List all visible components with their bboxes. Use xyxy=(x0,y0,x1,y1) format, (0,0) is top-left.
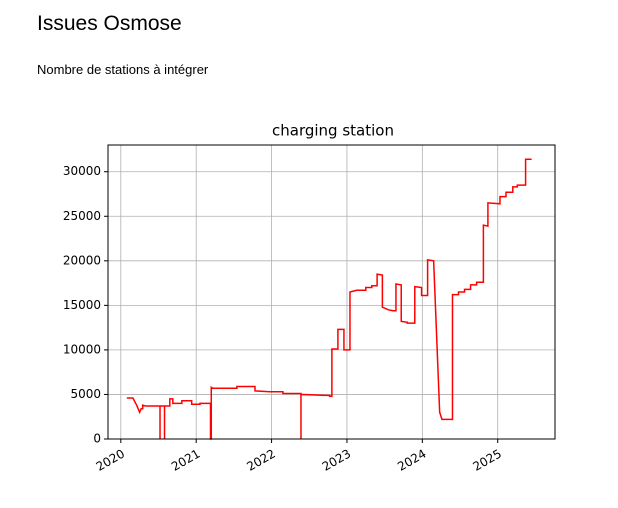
y-tick-label: 15000 xyxy=(63,298,101,312)
page-title: Issues Osmose xyxy=(37,12,182,35)
page-description: Nombre de stations à intégrer xyxy=(37,62,209,77)
x-tick-label: 2023 xyxy=(320,447,353,474)
plot-frame xyxy=(107,144,556,440)
y-tick-label: 5000 xyxy=(70,387,101,401)
x-tick-label: 2022 xyxy=(244,447,277,474)
x-tick-label: 2024 xyxy=(395,447,428,474)
y-tick-label: 10000 xyxy=(63,342,101,356)
y-tick-label: 25000 xyxy=(63,209,101,223)
y-tick-label: 30000 xyxy=(63,164,101,178)
x-tick-label: 2025 xyxy=(471,447,504,474)
data-line xyxy=(126,158,532,440)
x-tick-label: 2020 xyxy=(94,447,127,474)
y-tick-label: 0 xyxy=(93,432,101,446)
y-tick-label: 20000 xyxy=(63,253,101,267)
chart-title: charging station xyxy=(272,122,394,140)
x-tick-label: 2021 xyxy=(169,447,202,474)
